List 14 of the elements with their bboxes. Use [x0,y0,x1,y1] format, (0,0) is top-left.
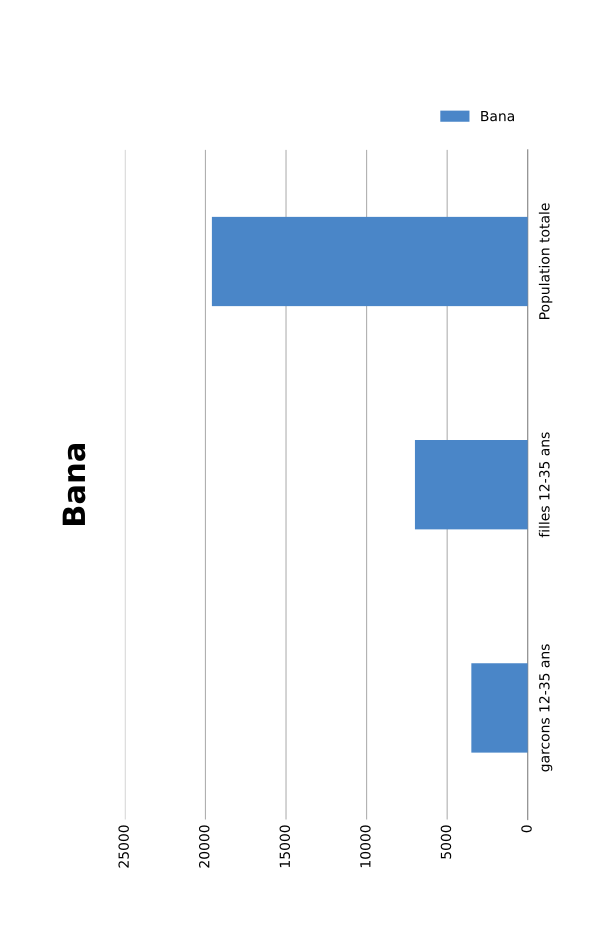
x-tick-label: 15000 [280,825,290,868]
text: Bana [62,444,86,526]
y-tick-label: filles 12-35 ans [538,432,550,538]
x-tick-label: 20000 [198,825,210,868]
x-tick-label: 10000 [360,825,371,868]
bar [471,663,528,753]
bar [212,216,528,306]
y-tick-label: Population totale [538,203,552,319]
x-tick-label: 25000 [118,825,129,868]
x-tick-label: 0 [521,825,532,832]
y-tick-label: garcons 12-35 ans [539,644,552,772]
bar [414,440,528,530]
legend-label: Bana [481,110,514,122]
x-tick-label: 5000 [440,825,452,859]
